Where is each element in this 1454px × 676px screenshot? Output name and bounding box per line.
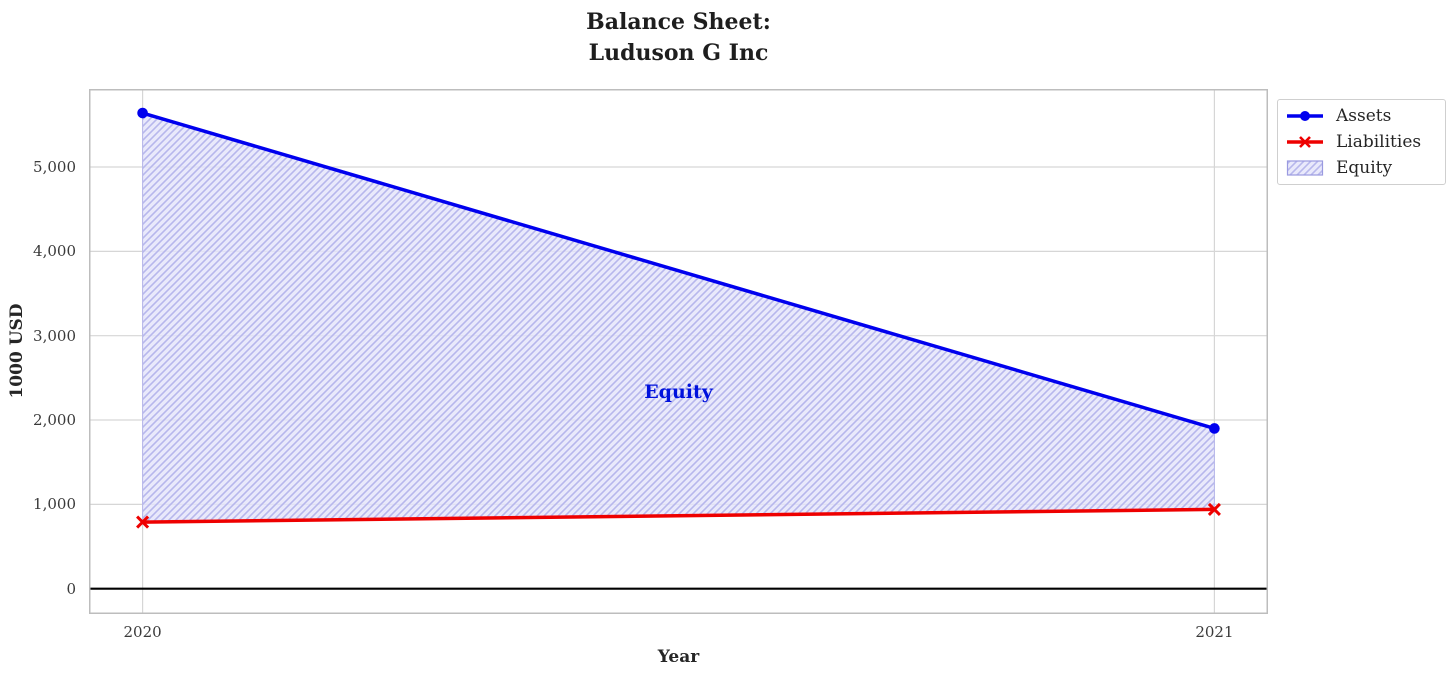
legend-label-assets: Assets: [1336, 106, 1392, 126]
equity-fill-area: [142, 112, 1215, 523]
assets-line: [142, 111, 1215, 431]
plot-border: [89, 89, 1268, 614]
chart-title-line-2: Luduson G Inc: [588, 40, 769, 66]
x-tick-label: 2020: [123, 623, 162, 641]
legend: Assets Liabilities Equity: [1277, 99, 1446, 185]
chart-title: Balance Sheet: Luduson G Inc: [89, 7, 1268, 69]
axes-spines: [89, 89, 1268, 614]
y-tick-label: 1,000: [33, 495, 76, 514]
liabilities-line-icon: [1287, 136, 1323, 148]
y-tick-label: 5,000: [33, 158, 76, 176]
plot-canvas: [89, 89, 1268, 614]
y-tick-label: 2,000: [33, 411, 76, 430]
equity-area-label: Equity: [644, 381, 713, 404]
equity-hatch-swatch-icon: [1286, 160, 1324, 176]
chart-title-line-1: Balance Sheet:: [586, 9, 771, 35]
legend-label-equity: Equity: [1336, 158, 1393, 178]
x-axis-tick-labels: 2020 2021: [89, 622, 1268, 644]
y-tick-label: 0: [66, 579, 76, 598]
plot-area: Equity: [89, 89, 1268, 614]
x-axis-label: Year: [657, 647, 700, 667]
x-tick-label: 2021: [1195, 623, 1234, 641]
legend-item-equity: Equity: [1286, 158, 1437, 178]
legend-item-liabilities: Liabilities: [1286, 132, 1437, 152]
liabilities-marker: [1207, 502, 1221, 516]
legend-item-assets: Assets: [1286, 106, 1437, 126]
assets-marker: [137, 107, 148, 119]
assets-line-icon: [1287, 111, 1323, 121]
legend-label-liabilities: Liabilities: [1336, 132, 1422, 152]
y-tick-label: 3,000: [33, 326, 76, 345]
y-axis-tick-labels: 0 1,000 2,000 3,000 4,000 5,000: [0, 89, 76, 614]
assets-marker: [1209, 423, 1220, 434]
liabilities-marker: [136, 515, 150, 529]
liabilities-line: [142, 507, 1215, 524]
y-tick-label: 4,000: [33, 242, 76, 261]
data-series: [89, 107, 1268, 590]
